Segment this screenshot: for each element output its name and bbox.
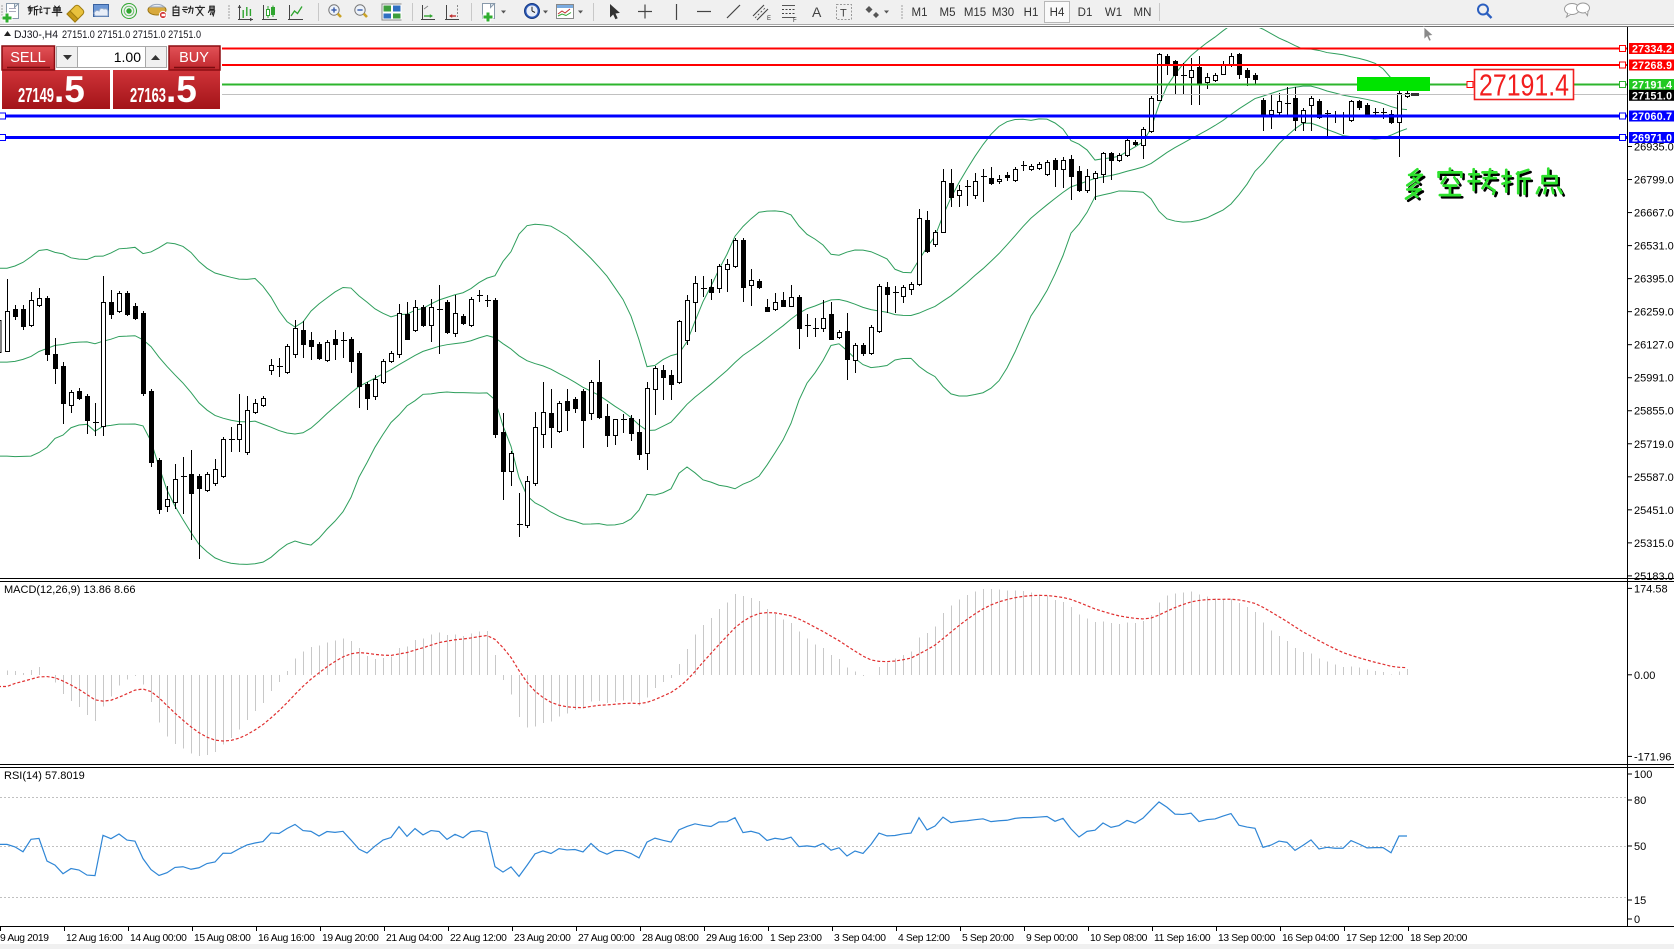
svg-text:16 Aug 16:00: 16 Aug 16:00: [258, 933, 315, 944]
svg-text:0.00: 0.00: [1634, 670, 1655, 682]
svg-text:E: E: [767, 16, 771, 22]
svg-text:DJ30-,H4: DJ30-,H4: [14, 29, 58, 41]
svg-text:SELL: SELL: [10, 50, 45, 66]
svg-text:26531.0: 26531.0: [1634, 241, 1674, 253]
svg-text:25587.0: 25587.0: [1634, 472, 1674, 484]
svg-text:29 Aug 16:00: 29 Aug 16:00: [706, 933, 763, 944]
svg-text:16 Sep 04:00: 16 Sep 04:00: [1282, 933, 1340, 944]
svg-text:BUY: BUY: [179, 50, 209, 66]
svg-text:27268.9: 27268.9: [1632, 60, 1672, 72]
svg-text:28 Aug 08:00: 28 Aug 08:00: [642, 933, 699, 944]
svg-text:H4: H4: [1050, 7, 1065, 19]
svg-text:27149: 27149: [18, 84, 54, 107]
svg-text:26971.0: 26971.0: [1632, 133, 1672, 145]
svg-text:.5: .5: [166, 69, 197, 110]
svg-text:174.58: 174.58: [1634, 583, 1668, 595]
svg-text:14 Aug 00:00: 14 Aug 00:00: [130, 933, 187, 944]
svg-text:A: A: [812, 4, 822, 20]
svg-text:80: 80: [1634, 795, 1646, 807]
svg-text:50: 50: [1634, 841, 1646, 853]
svg-text:27334.2: 27334.2: [1632, 44, 1672, 56]
svg-text:17 Sep 12:00: 17 Sep 12:00: [1346, 933, 1404, 944]
svg-text:25315.0: 25315.0: [1634, 538, 1674, 550]
svg-text:MN: MN: [1134, 7, 1152, 19]
svg-text:RSI(14) 57.8019: RSI(14) 57.8019: [4, 770, 85, 782]
svg-text:27151.0: 27151.0: [1632, 90, 1672, 102]
svg-text:-171.96: -171.96: [1634, 751, 1671, 763]
svg-text:27163: 27163: [130, 84, 166, 107]
svg-text:27 Aug 00:00: 27 Aug 00:00: [578, 933, 635, 944]
svg-text:26799.0: 26799.0: [1634, 175, 1674, 187]
svg-text:26127.0: 26127.0: [1634, 340, 1674, 352]
svg-text:H1: H1: [1024, 7, 1039, 19]
svg-text:15 Aug 08:00: 15 Aug 08:00: [194, 933, 251, 944]
svg-text:27151.0 27151.0 27151.0 27151.: 27151.0 27151.0 27151.0 27151.0: [62, 29, 201, 41]
svg-text:27191.4: 27191.4: [1632, 80, 1672, 92]
svg-text:15: 15: [1634, 895, 1646, 907]
svg-text:27060.7: 27060.7: [1632, 111, 1672, 123]
svg-text:21 Aug 04:00: 21 Aug 04:00: [386, 933, 443, 944]
svg-text:F: F: [793, 18, 797, 24]
svg-text:25855.0: 25855.0: [1634, 406, 1674, 418]
svg-text:D1: D1: [1078, 7, 1093, 19]
svg-text:M15: M15: [964, 7, 986, 19]
svg-text:23 Aug 20:00: 23 Aug 20:00: [514, 933, 571, 944]
svg-text:25719.0: 25719.0: [1634, 439, 1674, 451]
svg-text:22 Aug 12:00: 22 Aug 12:00: [450, 933, 507, 944]
svg-text:13 Sep 00:00: 13 Sep 00:00: [1218, 933, 1276, 944]
svg-text:MACD(12,26,9) 13.86 8.66: MACD(12,26,9) 13.86 8.66: [4, 584, 135, 596]
svg-text:11 Sep 16:00: 11 Sep 16:00: [1154, 933, 1211, 944]
svg-text:26259.0: 26259.0: [1634, 307, 1674, 319]
svg-text:1 Sep 23:00: 1 Sep 23:00: [770, 933, 822, 944]
svg-text:12 Aug 16:00: 12 Aug 16:00: [66, 933, 123, 944]
svg-text:3 Sep 04:00: 3 Sep 04:00: [834, 933, 886, 944]
svg-text:26935.0: 26935.0: [1634, 142, 1674, 154]
svg-text:M1: M1: [912, 7, 928, 19]
svg-text:25451.0: 25451.0: [1634, 505, 1674, 517]
svg-text:4 Sep 12:00: 4 Sep 12:00: [898, 933, 950, 944]
svg-text:25991.0: 25991.0: [1634, 373, 1674, 385]
svg-text:W1: W1: [1105, 7, 1122, 19]
svg-text:100: 100: [1634, 769, 1652, 781]
svg-text:19 Aug 20:00: 19 Aug 20:00: [322, 933, 379, 944]
svg-text:9 Aug 2019: 9 Aug 2019: [0, 933, 49, 944]
svg-text:26395.0: 26395.0: [1634, 274, 1674, 286]
svg-text:0: 0: [1634, 914, 1640, 926]
svg-text:9 Sep 00:00: 9 Sep 00:00: [1026, 933, 1078, 944]
svg-text:M5: M5: [940, 7, 956, 19]
svg-text:26667.0: 26667.0: [1634, 208, 1674, 220]
svg-text:10 Sep 08:00: 10 Sep 08:00: [1090, 933, 1148, 944]
svg-text:5 Sep 20:00: 5 Sep 20:00: [962, 933, 1014, 944]
svg-text:18 Sep 20:00: 18 Sep 20:00: [1410, 933, 1468, 944]
svg-text:25183.0: 25183.0: [1634, 571, 1674, 583]
svg-text:M30: M30: [992, 7, 1014, 19]
svg-text:.5: .5: [54, 69, 85, 110]
svg-text:27191.4: 27191.4: [1479, 69, 1569, 103]
svg-text:1.00: 1.00: [114, 49, 141, 65]
svg-text:T: T: [840, 8, 847, 20]
